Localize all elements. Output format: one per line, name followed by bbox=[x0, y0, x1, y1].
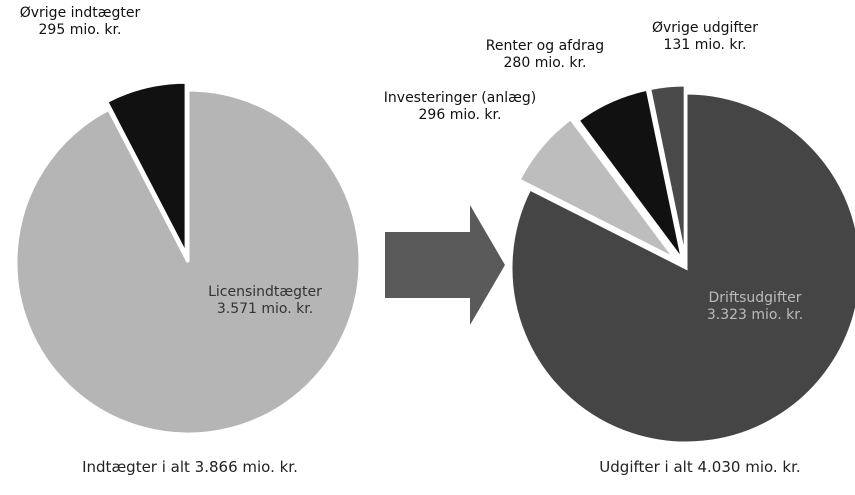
pie-slice bbox=[575, 87, 685, 262]
slice-value-label: 3.323 mio. kr. bbox=[706, 307, 804, 323]
slice-label: Renter og afdrag bbox=[485, 38, 605, 54]
chart-caption: Udgifter i alt 4.030 mio. kr. bbox=[599, 458, 801, 476]
slice-label: Licensindtægter bbox=[208, 284, 322, 300]
slice-label: Øvrige indtægter bbox=[19, 5, 141, 21]
slice-label: Investeringer (anlæg) bbox=[383, 90, 537, 106]
slice-value-label: 131 mio. kr. bbox=[663, 37, 747, 53]
slice-label: Øvrige udgifter bbox=[652, 20, 758, 36]
pie-slice bbox=[14, 88, 362, 436]
pie-slice bbox=[517, 116, 677, 261]
arrow bbox=[385, 205, 505, 325]
slice-value-label: 280 mio. kr. bbox=[503, 55, 587, 71]
slice-value-label: 295 mio. kr. bbox=[38, 22, 122, 38]
pie-slice bbox=[509, 91, 855, 445]
pie-slice bbox=[647, 83, 687, 261]
slice-value-label: 296 mio. kr. bbox=[418, 107, 502, 123]
slice-value-label: 3.571 mio. kr. bbox=[216, 301, 314, 317]
slice-label: Driftsudgifter bbox=[708, 290, 802, 306]
pie-slice bbox=[104, 80, 188, 255]
chart-caption: Indtægter i alt 3.866 mio. kr. bbox=[82, 458, 298, 476]
